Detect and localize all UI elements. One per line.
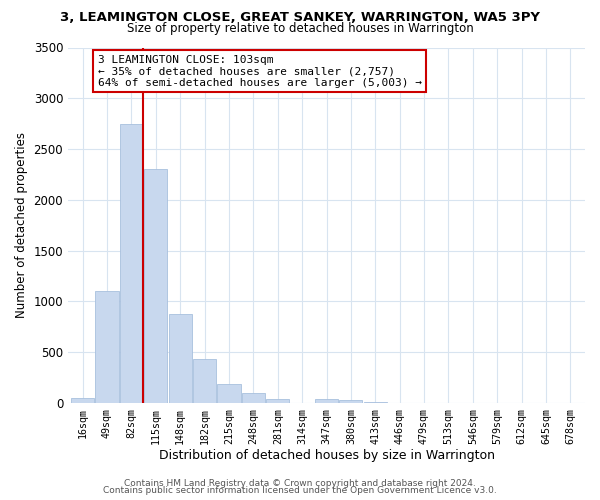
Bar [193, 360, 216, 403]
Bar [71, 398, 94, 403]
Text: 3, LEAMINGTON CLOSE, GREAT SANKEY, WARRINGTON, WA5 3PY: 3, LEAMINGTON CLOSE, GREAT SANKEY, WARRI… [60, 11, 540, 24]
Text: Contains HM Land Registry data © Crown copyright and database right 2024.: Contains HM Land Registry data © Crown c… [124, 478, 476, 488]
Y-axis label: Number of detached properties: Number of detached properties [15, 132, 28, 318]
Bar [242, 394, 265, 403]
Bar [364, 402, 387, 403]
Bar [120, 124, 143, 403]
Text: Size of property relative to detached houses in Warrington: Size of property relative to detached ho… [127, 22, 473, 35]
Text: Contains public sector information licensed under the Open Government Licence v3: Contains public sector information licen… [103, 486, 497, 495]
X-axis label: Distribution of detached houses by size in Warrington: Distribution of detached houses by size … [158, 450, 494, 462]
Bar [217, 384, 241, 403]
Bar [169, 314, 192, 403]
Bar [315, 398, 338, 403]
Bar [340, 400, 362, 403]
Bar [95, 292, 119, 403]
Text: 3 LEAMINGTON CLOSE: 103sqm
← 35% of detached houses are smaller (2,757)
64% of s: 3 LEAMINGTON CLOSE: 103sqm ← 35% of deta… [98, 54, 422, 88]
Bar [144, 170, 167, 403]
Bar [266, 398, 289, 403]
